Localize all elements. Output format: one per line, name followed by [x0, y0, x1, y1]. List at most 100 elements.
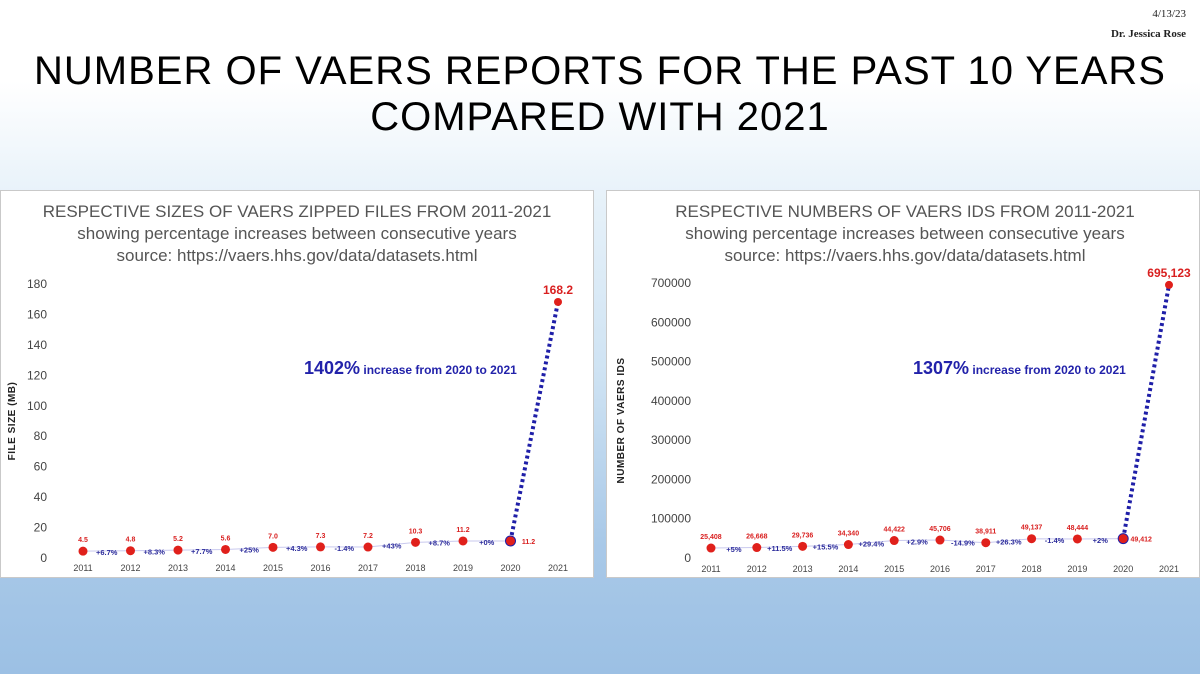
value-label: 4.5 [78, 537, 88, 544]
value-label: 26,668 [746, 534, 768, 541]
x-tick-label: 2014 [215, 563, 235, 573]
y-tick-label: 140 [27, 338, 47, 352]
series-line [710, 538, 1124, 549]
data-point [706, 543, 716, 553]
jump-line-2020-2021 [508, 301, 560, 542]
slide-author: Dr. Jessica Rose [1110, 28, 1186, 40]
value-label: 25,408 [700, 534, 722, 541]
data-point [411, 537, 420, 547]
chart-title-line-3: source: https://vaers.hhs.gov/data/datas… [725, 246, 1086, 265]
slide-date: 4/13/23 [1152, 8, 1186, 20]
series-line [82, 540, 511, 552]
increase-annotation-percent: 1402% [304, 358, 360, 378]
increase-annotation: 1402% increase from 2020 to 2021 [304, 358, 517, 378]
value-label: 4.8 [126, 537, 136, 544]
y-tick-label: 20 [34, 521, 48, 535]
data-point [1165, 280, 1173, 289]
x-tick-label: 2017 [358, 563, 378, 573]
chart-title-line-3: source: https://vaers.hhs.gov/data/datas… [117, 246, 478, 265]
pct-change-label: +11.5% [767, 544, 793, 553]
data-point [798, 541, 808, 551]
value-label: 44,422 [883, 527, 905, 534]
x-tick-label: 2021 [548, 563, 568, 573]
slide-title: NUMBER OF VAERS REPORTS FOR THE PAST 10 … [0, 48, 1200, 140]
value-label: 7.0 [268, 533, 278, 540]
x-tick-label: 2011 [73, 563, 92, 573]
value-label: 29,736 [792, 532, 814, 539]
value-label: 34,340 [838, 531, 860, 538]
increase-annotation-percent: 1307% [913, 358, 969, 378]
value-label: 7.3 [316, 533, 326, 540]
pct-change-label: -1.4% [1045, 536, 1065, 545]
jump-line-2020-2021 [1121, 284, 1171, 539]
pct-change-label: +15.5% [813, 542, 839, 551]
value-label: 5.2 [173, 536, 183, 543]
x-tick-label: 2019 [453, 563, 473, 573]
data-point [1072, 534, 1082, 544]
pct-change-label: +4.3% [286, 544, 308, 553]
x-tick-label: 2012 [747, 564, 767, 574]
pct-change-label: +2% [1093, 536, 1109, 545]
data-point [889, 536, 899, 546]
y-tick-label: 40 [34, 490, 48, 504]
pct-change-label: +25% [240, 545, 260, 554]
increase-annotation: 1307% increase from 2020 to 2021 [913, 358, 1126, 378]
data-point [221, 544, 230, 554]
pct-change-label: +8.3% [144, 547, 166, 556]
y-tick-label: 100 [27, 399, 47, 413]
data-point [1117, 533, 1129, 545]
x-tick-label: 2020 [1113, 564, 1133, 574]
value-label: 10.3 [409, 528, 423, 535]
data-point [316, 542, 325, 552]
y-tick-label: 0 [40, 551, 47, 565]
value-label: 49,412 [1130, 537, 1152, 544]
file-size-chart-panel: RESPECTIVE SIZES OF VAERS ZIPPED FILES F… [0, 190, 594, 578]
value-label: 695,123 [1147, 266, 1191, 280]
x-tick-label: 2020 [500, 563, 520, 573]
pct-change-label: +29.4% [858, 540, 884, 549]
vaers-ids-chart: RESPECTIVE NUMBERS OF VAERS IDS FROM 201… [616, 202, 1191, 574]
pct-change-label: +43% [382, 542, 402, 551]
y-tick-label: 120 [27, 368, 47, 382]
value-label: 38,911 [975, 529, 996, 536]
vaers-ids-chart-panel: RESPECTIVE NUMBERS OF VAERS IDS FROM 201… [606, 190, 1200, 578]
pct-change-label: +8.7% [429, 539, 451, 548]
data-point [554, 297, 562, 306]
slide-title-line-1: NUMBER OF VAERS REPORTS FOR THE PAST 10 … [34, 49, 1166, 93]
y-tick-label: 160 [27, 307, 47, 321]
x-tick-label: 2011 [701, 564, 720, 574]
slide-title-line-2: COMPARED WITH 2021 [370, 95, 830, 139]
y-tick-label: 80 [34, 429, 48, 443]
data-point [981, 538, 991, 548]
x-tick-label: 2013 [168, 563, 188, 573]
value-label: 168.2 [543, 283, 573, 297]
value-label: 5.6 [221, 535, 231, 542]
value-label: 45,706 [929, 526, 951, 533]
data-point [363, 542, 373, 552]
x-tick-label: 2015 [263, 563, 283, 573]
x-tick-label: 2014 [838, 564, 858, 574]
value-label: 11.2 [522, 539, 535, 546]
data-point [78, 546, 88, 556]
data-point [1027, 534, 1037, 544]
chart-title-line-2: showing percentage increases between con… [685, 224, 1124, 243]
y-tick-label: 200000 [651, 472, 691, 486]
increase-annotation-text: increase from 2020 to 2021 [360, 363, 517, 377]
y-tick-label: 60 [34, 460, 48, 474]
x-tick-label: 2016 [310, 563, 330, 573]
x-tick-label: 2013 [793, 564, 813, 574]
x-tick-label: 2018 [1022, 564, 1042, 574]
increase-annotation-text: increase from 2020 to 2021 [969, 363, 1126, 377]
y-axis-label: FILE SIZE (MB) [7, 382, 18, 461]
chart-title-line-1: RESPECTIVE NUMBERS OF VAERS IDS FROM 201… [675, 202, 1134, 221]
data-point [126, 546, 135, 556]
value-label: 49,137 [1021, 525, 1043, 532]
y-tick-label: 0 [684, 551, 691, 565]
y-tick-label: 500000 [651, 355, 691, 369]
y-tick-label: 700000 [651, 276, 691, 290]
pct-change-label: +7.7% [191, 547, 213, 556]
x-tick-label: 2019 [1067, 564, 1087, 574]
x-tick-label: 2018 [405, 563, 425, 573]
value-label: 48,444 [1067, 525, 1089, 532]
y-tick-label: 600000 [651, 315, 691, 329]
